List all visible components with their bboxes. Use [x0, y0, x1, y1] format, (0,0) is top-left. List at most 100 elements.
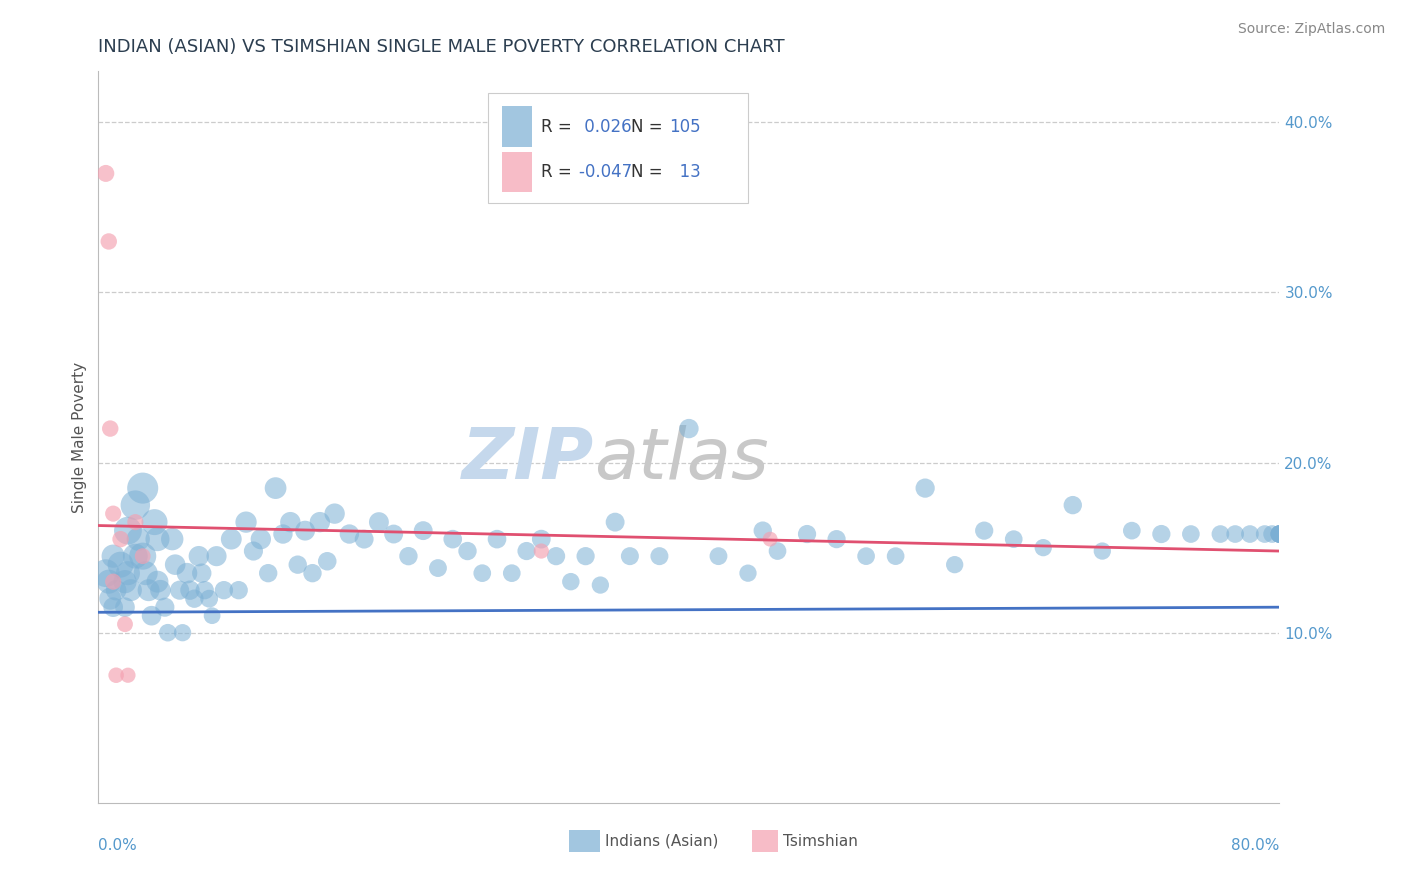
Point: [1150, 527, 1173, 541]
Point: [257, 566, 280, 581]
Point: [339, 527, 361, 541]
Point: [149, 583, 172, 598]
Y-axis label: Single Male Poverty: Single Male Poverty: [72, 361, 87, 513]
Point: [323, 507, 346, 521]
Point: [146, 574, 169, 589]
Point: [114, 617, 136, 632]
Point: [1261, 527, 1284, 541]
Point: [162, 532, 183, 546]
Point: [427, 561, 450, 575]
Point: [766, 544, 789, 558]
Point: [97, 235, 120, 249]
Point: [105, 668, 128, 682]
Point: [1254, 527, 1277, 541]
Point: [179, 583, 201, 598]
Point: [146, 532, 169, 546]
Point: [103, 574, 125, 589]
Point: [1180, 527, 1202, 541]
Point: [98, 421, 121, 435]
Point: [1268, 527, 1291, 541]
Point: [353, 532, 375, 546]
Point: [194, 583, 217, 598]
Point: [471, 566, 494, 581]
Point: [752, 524, 775, 538]
Text: -0.047: -0.047: [579, 163, 637, 181]
Point: [135, 566, 157, 581]
Text: R =: R =: [541, 118, 578, 136]
Point: [176, 566, 198, 581]
Point: [103, 549, 125, 563]
Point: [132, 549, 155, 563]
Point: [707, 549, 730, 563]
Point: [242, 544, 264, 558]
Point: [94, 166, 117, 180]
Point: [546, 549, 568, 563]
Point: [1225, 527, 1247, 541]
Text: R =: R =: [541, 163, 578, 181]
Point: [110, 558, 132, 572]
Point: [94, 566, 117, 581]
Point: [287, 558, 309, 572]
Point: [1121, 524, 1143, 538]
Point: [516, 544, 538, 558]
Point: [201, 608, 224, 623]
Point: [309, 515, 332, 529]
Point: [117, 566, 139, 581]
Point: [98, 591, 121, 606]
Point: [1239, 527, 1261, 541]
Point: [138, 583, 160, 598]
Point: [110, 532, 132, 546]
Point: [678, 421, 700, 435]
Point: [294, 524, 316, 538]
Point: [1002, 532, 1025, 546]
Text: N =: N =: [631, 163, 668, 181]
Point: [132, 549, 155, 563]
Point: [1268, 527, 1291, 541]
Text: atlas: atlas: [595, 425, 769, 493]
Point: [759, 532, 782, 546]
Point: [235, 515, 257, 529]
Point: [120, 583, 142, 598]
Point: [250, 532, 273, 546]
Point: [124, 498, 146, 512]
Point: [575, 549, 598, 563]
Point: [117, 524, 139, 538]
Point: [183, 591, 205, 606]
Point: [156, 625, 179, 640]
Point: [264, 481, 287, 495]
Point: [132, 481, 155, 495]
Point: [127, 532, 149, 546]
Point: [301, 566, 323, 581]
Point: [560, 574, 582, 589]
Point: [1268, 527, 1291, 541]
Point: [191, 566, 214, 581]
FancyBboxPatch shape: [488, 94, 748, 203]
Point: [914, 481, 936, 495]
Point: [97, 574, 120, 589]
Point: [530, 544, 553, 558]
Point: [457, 544, 479, 558]
Point: [1091, 544, 1114, 558]
Point: [589, 578, 612, 592]
Point: [412, 524, 434, 538]
Point: [648, 549, 671, 563]
Point: [114, 600, 136, 615]
Text: N =: N =: [631, 118, 668, 136]
Point: [103, 507, 125, 521]
Point: [884, 549, 907, 563]
Point: [605, 515, 627, 529]
FancyBboxPatch shape: [502, 106, 531, 146]
Text: Tsimshian: Tsimshian: [783, 834, 858, 848]
Point: [398, 549, 420, 563]
Point: [228, 583, 250, 598]
Text: INDIAN (ASIAN) VS TSIMSHIAN SINGLE MALE POVERTY CORRELATION CHART: INDIAN (ASIAN) VS TSIMSHIAN SINGLE MALE …: [98, 38, 785, 56]
Point: [1062, 498, 1084, 512]
Point: [1268, 527, 1291, 541]
Text: 0.026: 0.026: [579, 118, 637, 136]
Point: [105, 583, 128, 598]
Point: [855, 549, 877, 563]
Text: Indians (Asian): Indians (Asian): [605, 834, 718, 848]
Point: [165, 558, 187, 572]
Point: [382, 527, 405, 541]
Point: [117, 668, 139, 682]
